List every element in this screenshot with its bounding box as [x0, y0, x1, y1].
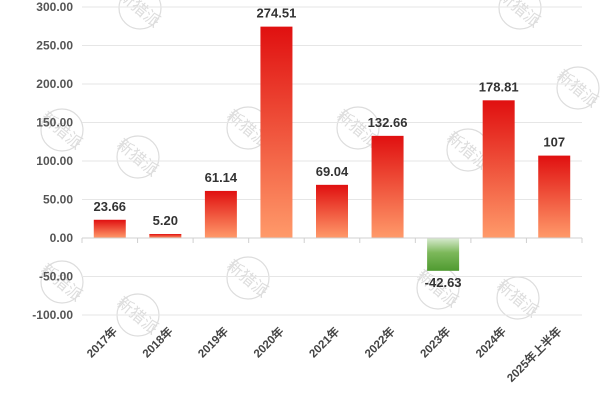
- bar: [371, 135, 404, 238]
- bar: [482, 100, 515, 238]
- watermark: 新猎派: [493, 276, 542, 321]
- bar: [204, 190, 237, 238]
- y-tick-label: 0.00: [50, 231, 74, 245]
- y-tick-label: -50.00: [39, 270, 73, 284]
- data-label: 132.66: [368, 115, 408, 130]
- data-label: -42.63: [425, 275, 462, 290]
- svg-text:新猎派: 新猎派: [223, 256, 271, 301]
- data-label: 178.81: [479, 79, 519, 94]
- x-tick-label: 2024年: [473, 324, 509, 360]
- data-label: 61.14: [205, 170, 238, 185]
- data-label: 5.20: [153, 213, 178, 228]
- bar: [316, 184, 348, 238]
- bar: [427, 238, 460, 271]
- svg-text:新猎派: 新猎派: [115, 0, 163, 31]
- watermark: 新猎派: [115, 0, 164, 31]
- bar: [93, 219, 126, 238]
- svg-text:新猎派: 新猎派: [495, 0, 543, 31]
- bar: [149, 233, 182, 238]
- data-label: 107: [543, 135, 565, 150]
- y-tick-label: -100.00: [32, 308, 73, 322]
- x-tick-label: 2017年: [84, 324, 120, 360]
- x-tick-label: 2025年上半年: [504, 324, 565, 385]
- data-label: 274.51: [257, 6, 297, 21]
- x-tick-label: 2022年: [362, 324, 398, 360]
- svg-text:新猎派: 新猎派: [113, 135, 161, 180]
- bar: [260, 26, 293, 238]
- watermark: 新猎派: [113, 135, 162, 180]
- svg-text:新猎派: 新猎派: [493, 276, 541, 321]
- x-tick-label: 2021年: [306, 324, 342, 360]
- y-tick-label: 100.00: [36, 154, 73, 168]
- data-label: 69.04: [316, 164, 349, 179]
- y-tick-label: 200.00: [36, 77, 73, 91]
- y-tick-label: 250.00: [36, 39, 73, 53]
- bar: [538, 155, 571, 238]
- bars: 23.66 5.20 61.14 274.51 69.04 132.66 -42.63 178…: [94, 6, 571, 290]
- x-axis: 2017年 2018年 2019年 2020年 2021年 2022年 2023年 2024年…: [81, 237, 583, 385]
- y-tick-label: 300.00: [36, 0, 73, 14]
- y-tick-label: 50.00: [43, 193, 73, 207]
- watermark: 新猎派: [553, 66, 600, 111]
- watermark: 新猎派: [113, 293, 162, 338]
- x-tick-label: 2019年: [195, 324, 231, 360]
- x-tick-label: 2023年: [417, 324, 453, 360]
- y-tick-label: 150.00: [36, 116, 73, 130]
- watermark: 新猎派: [223, 256, 272, 301]
- data-label: 23.66: [94, 199, 127, 214]
- svg-text:新猎派: 新猎派: [113, 293, 161, 338]
- watermark: 新猎派: [495, 0, 544, 31]
- x-tick-label: 2020年: [250, 324, 286, 360]
- y-axis: 300.00 250.00 200.00 150.00 100.00 50.00 0.00 -…: [32, 0, 73, 322]
